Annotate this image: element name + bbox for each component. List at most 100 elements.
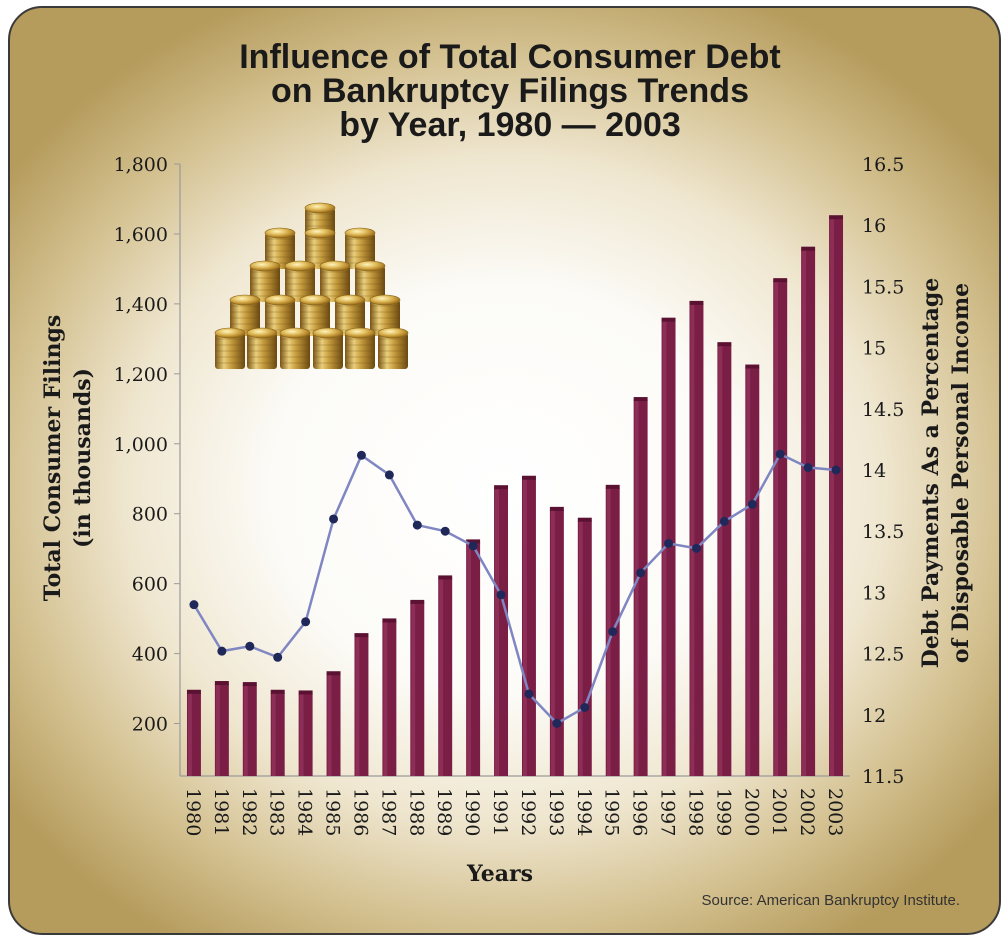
bar-highlight [439,578,444,776]
bar-highlight [495,488,499,776]
x-tick-label: 2003 [824,788,846,836]
bar-highlight [243,685,248,776]
bar-top [549,506,564,511]
left-tick-label: 200 [132,714,168,736]
chart-frame: Influence of Total Consumer Debt on Bank… [8,6,1001,935]
right-axis-label-line-2: of Disposable Personal Income [948,283,974,663]
line-point [245,641,255,651]
x-tick-label: 1987 [377,788,399,836]
line-point [608,627,618,637]
line-series [189,449,841,728]
x-tick-label: 1993 [545,788,567,836]
line-point [775,449,785,459]
x-tick-label: 1981 [210,788,232,836]
x-tick-label: 2000 [740,788,762,836]
bar-top [438,575,453,580]
coin-top [344,227,376,239]
x-tick-label: 1983 [266,788,288,836]
source-note: Source: American Bankruptcy Institute. [702,892,960,909]
left-tick-label: 600 [132,574,168,596]
series-line [192,452,837,725]
right-tick-label: 14.5 [862,399,904,421]
line-point [747,499,757,509]
bar-highlight [550,509,555,776]
bar-top [577,517,592,522]
bar-top [773,278,788,283]
x-tick-label: 1985 [322,788,344,836]
coin-top [354,260,386,272]
x-tick-label: 1991 [489,788,511,836]
line-point [664,538,674,548]
coin-top [264,227,296,239]
chart-title-line-3: by Year, 1980 — 2003 [339,106,681,144]
plot-area: 200 400 600 800 1,000 1,200 1,400 1,600 1,800 11.… [114,154,905,836]
coin-top [377,327,409,339]
coin-top [264,294,296,306]
bar-highlight [830,218,834,777]
coin-top [369,294,401,306]
right-tick-label: 12 [862,705,886,727]
right-tick-label: 12.5 [862,644,904,666]
chart-title-line-1: Influence of Total Consumer Debt [239,38,781,76]
left-axis-label-line-1: Total Consumer Filings [40,315,66,602]
bar-top [661,317,676,322]
bar-top [242,682,257,687]
left-tick-label: 1,000 [114,434,168,456]
x-tick-label: 1980 [182,788,204,836]
line-point [273,652,283,662]
right-tick-label: 13 [862,582,886,604]
right-axis-label-line-1: Debt Payments As a Percentage [918,278,944,669]
bar-highlight [215,684,220,776]
right-tick-label: 13.5 [862,521,904,543]
bar-top [186,689,201,694]
coin-top [334,294,366,306]
coin-stack-image [214,202,409,369]
coin-top [249,260,281,272]
coin-top [319,260,351,272]
bar-highlight [355,636,360,776]
left-tick-label: 1,600 [114,224,168,246]
bar-top [214,681,229,686]
line-point [356,450,366,460]
line-point [524,689,534,699]
bar-top [745,364,760,369]
right-tick-label: 16 [862,215,886,237]
line-point [189,600,199,610]
x-tick-label: 1986 [349,788,371,836]
x-tick-label: 1998 [684,788,706,836]
x-tick-label: 1984 [294,788,316,836]
bar-highlight [746,367,751,776]
left-tick-label: 1,400 [114,294,168,316]
bar-top [633,397,648,402]
coin-top [304,227,336,239]
line-point [217,646,227,656]
bar-highlight [774,281,779,776]
bar-highlight [271,692,276,776]
chart-svg: Influence of Total Consumer Debt on Bank… [40,38,974,909]
line-point [384,470,394,480]
line-point [691,543,701,553]
right-tick-label: 14 [862,460,886,482]
line-point [329,514,339,524]
right-tick-label: 15 [862,338,886,360]
bar-highlight [467,542,472,776]
bar-top [354,633,369,638]
bar-top [689,300,704,305]
line-point [636,568,646,578]
bar-top [717,342,732,347]
coin-top [312,327,344,339]
left-tick-label: 1,800 [114,154,168,176]
coin-top [229,294,261,306]
right-tick-label: 16.5 [862,154,904,176]
left-axis-label-line-2: (in thousands) [70,368,96,548]
x-tick-label: 1992 [517,788,539,836]
left-tick-label: 1,200 [114,364,168,386]
x-tick-label: 1989 [433,788,455,836]
line-point [496,590,506,600]
coin-top [214,327,246,339]
bar-top [801,246,816,251]
x-tick-label: 1999 [712,788,734,836]
x-tick-label: 2001 [768,788,790,836]
bar-top [521,475,536,480]
bar-top [326,671,341,676]
